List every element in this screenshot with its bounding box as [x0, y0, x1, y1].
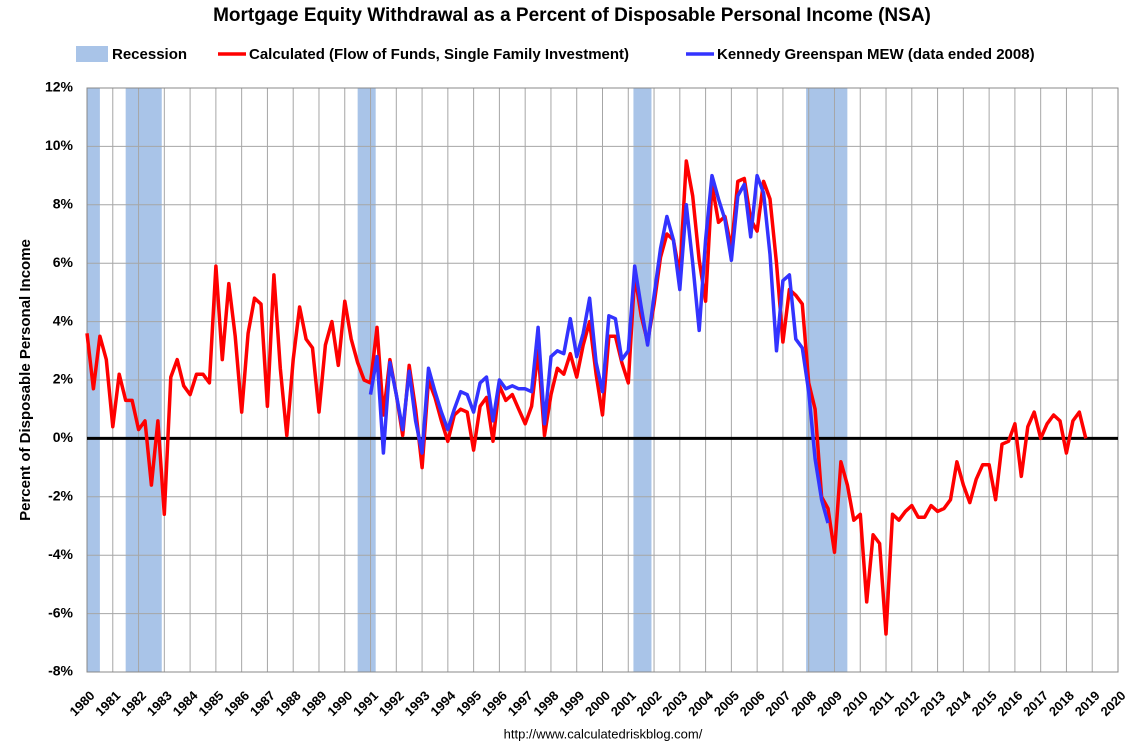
x-tick-label: 2018 [1046, 688, 1077, 719]
x-tick-label: 1986 [221, 688, 252, 719]
x-tick-label: 1983 [144, 688, 175, 719]
x-tick-label: 2020 [1097, 688, 1128, 719]
x-tick-label: 2001 [608, 688, 639, 719]
x-tick-label: 1981 [92, 688, 123, 719]
x-tick-label: 2017 [1020, 688, 1051, 719]
x-tick-label: 1991 [350, 688, 381, 719]
x-tick-label: 1993 [402, 688, 433, 719]
x-tick-label: 2004 [685, 687, 717, 719]
plot-border [86, 87, 1119, 673]
x-tick-label: 2002 [634, 688, 665, 719]
x-tick-label: 1999 [556, 688, 587, 719]
x-tick-label: 2005 [711, 688, 742, 719]
series-line [85, 159, 1088, 636]
chart-title: Mortgage Equity Withdrawal as a Percent … [213, 5, 931, 26]
x-tick-label: 1998 [530, 688, 561, 719]
x-tick-label: 1985 [195, 688, 226, 719]
y-tick-label: -4% [48, 546, 73, 562]
y-tick-label: 12% [45, 79, 74, 95]
x-tick-label: 1995 [453, 688, 484, 719]
series-line [368, 173, 830, 524]
x-tick-label: 2008 [788, 688, 819, 719]
x-tick-label: 1996 [479, 688, 510, 719]
y-tick-label: -6% [48, 604, 73, 620]
y-tick-label: 0% [53, 429, 74, 445]
legend-swatch [76, 46, 108, 62]
x-tick-label: 2003 [659, 688, 690, 719]
x-tick-label: 1990 [324, 688, 355, 719]
x-tick-label: 2007 [762, 688, 793, 719]
x-tick-label: 2006 [737, 688, 768, 719]
y-tick-label: 2% [53, 371, 74, 387]
x-tick-label: 1982 [118, 688, 149, 719]
x-tick-label: 2016 [994, 688, 1025, 719]
y-tick-label: -8% [48, 663, 73, 679]
x-tick-label: 1980 [66, 688, 97, 719]
x-tick-label: 1992 [376, 688, 407, 719]
y-tick-label: -2% [48, 488, 73, 504]
legend-label: Kennedy Greenspan MEW (data ended 2008) [717, 46, 1035, 63]
x-tick-label: 2009 [814, 688, 845, 719]
y-tick-label: 10% [45, 137, 74, 153]
x-tick-label: 2015 [969, 688, 1000, 719]
x-tick-label: 1988 [273, 688, 304, 719]
legend-label: Calculated (Flow of Funds, Single Family… [249, 46, 629, 63]
x-tick-label: 1984 [170, 687, 202, 719]
y-tick-label: 4% [53, 312, 74, 328]
x-tick-label: 2011 [866, 688, 897, 719]
x-tick-label: 2019 [1072, 688, 1103, 719]
x-tick-label: 2013 [917, 688, 948, 719]
y-tick-label: 8% [53, 196, 74, 212]
y-tick-label: 6% [53, 254, 74, 270]
source: http://www.calculatedriskblog.com/ [504, 726, 703, 741]
x-tick-label: 2014 [943, 687, 975, 719]
x-tick-label: 2012 [891, 688, 922, 719]
legend-label: Recession [112, 46, 187, 63]
x-tick-label: 2000 [582, 688, 613, 719]
y-axis-label: Percent of Disposable Personal Income [17, 239, 34, 521]
x-tick-label: 1989 [298, 688, 329, 719]
x-tick-label: 2010 [840, 688, 871, 719]
x-tick-label: 1994 [427, 687, 459, 719]
x-tick-label: 1997 [505, 688, 536, 719]
x-tick-label: 1987 [247, 688, 278, 719]
